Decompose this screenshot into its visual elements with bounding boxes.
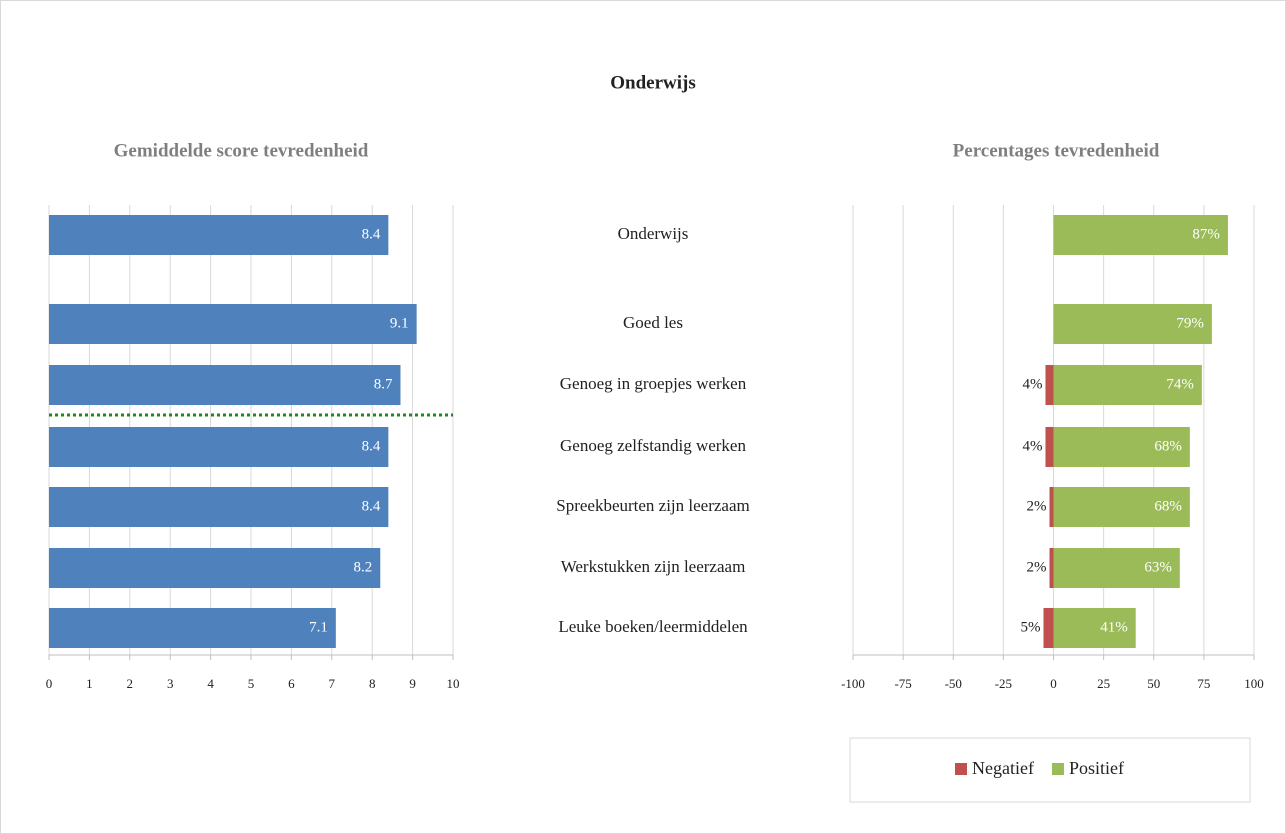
x-tick-label: 7 — [329, 676, 336, 691]
value-label: 8.7 — [374, 376, 393, 392]
x-tick-label: -25 — [995, 676, 1012, 691]
x-tick-label: 9 — [409, 676, 416, 691]
value-label: 79% — [1176, 315, 1204, 331]
value-label: 68% — [1154, 438, 1182, 454]
x-tick-label: 10 — [447, 676, 460, 691]
bar — [49, 215, 389, 255]
category-label: Werkstukken zijn leerzaam — [561, 557, 746, 576]
value-label: 2% — [1026, 559, 1046, 575]
bar — [1049, 487, 1054, 527]
x-tick-label: -100 — [841, 676, 865, 691]
legend-box — [849, 737, 1251, 803]
x-tick-label: 75 — [1197, 676, 1210, 691]
bar — [1053, 365, 1202, 405]
value-label: 41% — [1100, 619, 1128, 635]
bar — [1053, 427, 1190, 467]
category-label: Goed les — [623, 313, 683, 332]
value-label: 4% — [1022, 438, 1042, 454]
x-tick-label: 25 — [1097, 676, 1110, 691]
bar — [49, 427, 389, 467]
value-label: 8.4 — [362, 498, 381, 514]
x-tick-label: 4 — [207, 676, 214, 691]
legend-swatch — [1051, 763, 1064, 775]
x-tick-label: 0 — [46, 676, 53, 691]
bar — [1053, 548, 1180, 588]
value-label: 8.2 — [354, 559, 373, 575]
x-tick-label: 1 — [86, 676, 93, 691]
bar — [1045, 427, 1054, 467]
x-tick-label: 3 — [167, 676, 174, 691]
bar — [1053, 487, 1190, 527]
x-tick-label: 8 — [369, 676, 376, 691]
bar — [1049, 548, 1054, 588]
chart-title: Percentages tevredenheid — [953, 140, 1160, 161]
x-tick-label: 2 — [127, 676, 134, 691]
bar — [1043, 608, 1054, 648]
value-label: 87% — [1192, 226, 1220, 242]
bar — [49, 365, 401, 405]
category-label: Genoeg in groepjes werken — [560, 374, 747, 393]
category-label: Onderwijs — [618, 224, 689, 243]
x-tick-label: 5 — [248, 676, 255, 691]
value-label: 5% — [1020, 619, 1040, 635]
bar — [1053, 304, 1212, 344]
bar — [1045, 365, 1054, 405]
x-tick-label: 0 — [1050, 676, 1057, 691]
value-label: 4% — [1022, 376, 1042, 392]
bar — [49, 548, 381, 588]
value-label: 68% — [1154, 498, 1182, 514]
main-title: Onderwijs — [610, 72, 696, 93]
value-label: 9.1 — [390, 315, 409, 331]
bar — [49, 608, 336, 648]
value-label: 8.4 — [362, 226, 381, 242]
value-label: 74% — [1166, 376, 1194, 392]
x-tick-label: 6 — [288, 676, 295, 691]
value-label: 2% — [1026, 498, 1046, 514]
bar — [1053, 608, 1136, 648]
value-label: 7.1 — [309, 619, 328, 635]
value-label: 8.4 — [362, 438, 381, 454]
x-tick-label: 50 — [1147, 676, 1160, 691]
legend-swatch — [955, 763, 967, 775]
legend-label: Negatief — [972, 758, 1034, 778]
value-label: 63% — [1144, 559, 1172, 575]
x-tick-label: -75 — [894, 676, 911, 691]
chart-title: Gemiddelde score tevredenheid — [114, 140, 369, 161]
marks — [49, 215, 1228, 648]
bar — [49, 304, 417, 344]
category-label: Genoeg zelfstandig werken — [560, 436, 746, 455]
bar — [49, 487, 389, 527]
category-label: Spreekbeurten zijn leerzaam — [556, 496, 750, 515]
bar — [1053, 215, 1228, 255]
x-tick-label: -50 — [945, 676, 962, 691]
x-tick-label: 100 — [1244, 676, 1264, 691]
category-label: Leuke boeken/leermiddelen — [558, 617, 748, 636]
legend-label: Positief — [1069, 758, 1124, 778]
